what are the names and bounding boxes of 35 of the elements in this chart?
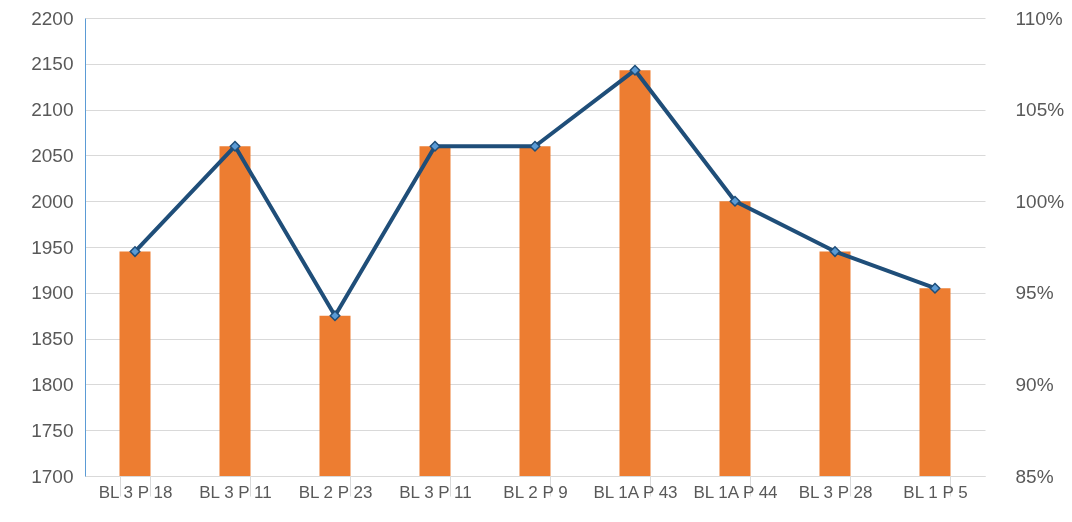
y-tick-label: 2000 bbox=[31, 190, 74, 212]
y-tick-label: 2050 bbox=[31, 144, 74, 166]
y2-tick-label: 100% bbox=[1015, 190, 1065, 212]
x-tick-label: BL 1A P 43 bbox=[593, 482, 678, 502]
y2-tick-label: 105% bbox=[1015, 99, 1065, 121]
point bbox=[429, 140, 441, 152]
x-tick-label: BL 1A P 44 bbox=[693, 482, 778, 502]
point bbox=[829, 246, 841, 258]
x-tick-label: BL 3 P 18 bbox=[98, 482, 173, 502]
y-tick-label: 2200 bbox=[31, 7, 74, 29]
y-tick-label: 1900 bbox=[31, 282, 74, 304]
point bbox=[729, 195, 741, 207]
y2-tick-label: 95% bbox=[1015, 282, 1054, 304]
point bbox=[129, 246, 141, 258]
y-tick-label: 1950 bbox=[31, 236, 74, 258]
point bbox=[529, 140, 541, 152]
x-tick-label: BL 1 P 5 bbox=[903, 482, 968, 502]
y-tick-label: 1850 bbox=[31, 328, 74, 350]
point bbox=[929, 282, 941, 294]
x-tick-label: BL 2 P 9 bbox=[503, 482, 568, 502]
x-tick-label: BL 2 P 23 bbox=[298, 482, 373, 502]
y-tick-label: 1700 bbox=[31, 465, 74, 487]
x-tick-label: BL 3 P 28 bbox=[798, 482, 873, 502]
y2-tick-label: 110% bbox=[1015, 7, 1063, 29]
y-tick-label: 1750 bbox=[31, 419, 74, 441]
point bbox=[629, 64, 641, 76]
y-tick-label: 1800 bbox=[31, 373, 74, 395]
x-tick-label: BL 3 P 11 bbox=[399, 482, 472, 502]
y2-tick-label: 85% bbox=[1015, 465, 1054, 487]
y2-tick-label: 90% bbox=[1015, 373, 1054, 395]
y-tick-label: 2150 bbox=[31, 53, 74, 75]
point bbox=[229, 140, 241, 152]
y-tick-label: 2100 bbox=[31, 99, 74, 121]
point bbox=[329, 310, 341, 322]
x-tick-label: BL 3 P 11 bbox=[199, 482, 272, 502]
